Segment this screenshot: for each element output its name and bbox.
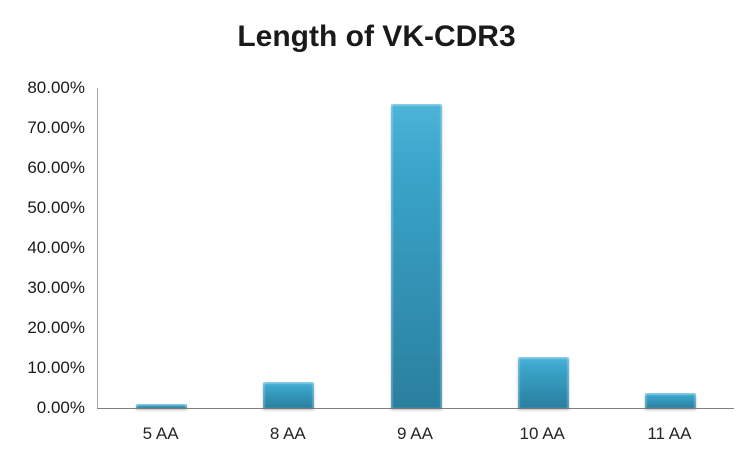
- y-axis-labels: 0.00% 10.00% 20.00% 30.00% 40.00% 50.00% 60.00…: [0, 78, 85, 417]
- y-axis-tick-label: 70.00%: [27, 118, 85, 137]
- chart-title: Length of VK-CDR3: [237, 20, 516, 53]
- x-axis-category-label: 8 AA: [269, 424, 306, 443]
- bar-8-aa: [263, 381, 315, 408]
- bar-10-aa: [517, 356, 569, 408]
- x-axis-category-label: 11 AA: [647, 424, 692, 443]
- bar-5-aa: [136, 404, 188, 408]
- y-axis-tick-label: 40.00%: [27, 238, 85, 257]
- y-axis-tick-label: 0.00%: [36, 398, 85, 417]
- y-axis-tick-label: 10.00%: [27, 358, 85, 377]
- x-axis-labels: 5 AA 8 AA 9 AA 10 AA 11 AA: [97, 423, 733, 449]
- y-axis-tick-label: 50.00%: [27, 198, 85, 217]
- y-axis-tick-label: 60.00%: [27, 158, 85, 177]
- bar-11-aa: [644, 392, 696, 408]
- y-axis-tick-label: 80.00%: [27, 78, 85, 97]
- x-axis-category-label: 5 AA: [142, 424, 179, 443]
- y-axis-tick-label: 20.00%: [27, 318, 85, 337]
- y-axis-tick-label: 30.00%: [27, 278, 85, 297]
- plot-area: [97, 88, 734, 409]
- x-axis-category-label: 9 AA: [397, 424, 433, 443]
- x-axis-category-label: 10 AA: [519, 424, 565, 443]
- bar-9-aa: [390, 104, 442, 408]
